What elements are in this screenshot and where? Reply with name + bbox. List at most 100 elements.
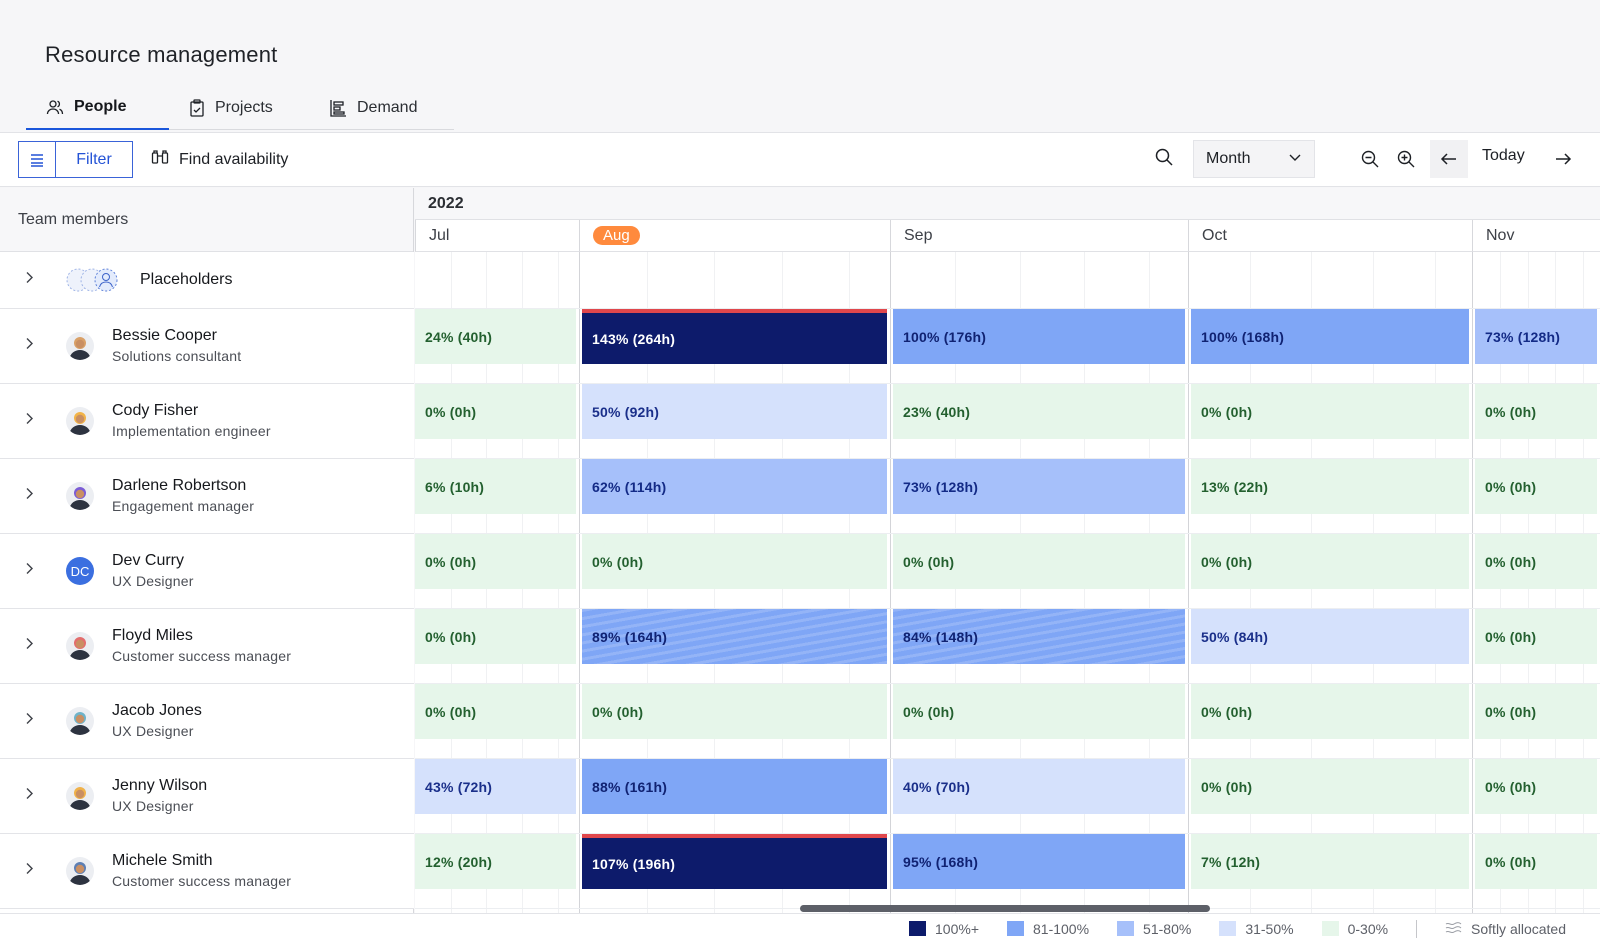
scrollbar-thumb[interactable] — [800, 905, 1210, 912]
today-button[interactable]: Today — [1482, 147, 1525, 164]
team-member-name: Dev Curry — [112, 552, 185, 569]
allocation-cell[interactable]: 0% (0h) — [1191, 759, 1469, 814]
row-divider — [415, 758, 1600, 759]
allocation-cell[interactable]: 73% (128h) — [1475, 309, 1597, 364]
allocation-cell[interactable]: 7% (12h) — [1191, 834, 1469, 889]
team-member-name: Cody Fisher — [112, 402, 199, 419]
toolbar: Filter Find availability Month Today — [0, 132, 1600, 187]
zoom-out-icon[interactable] — [1358, 147, 1382, 171]
chevron-right-icon[interactable] — [22, 412, 36, 431]
month-header-aug: Aug — [579, 220, 890, 252]
avatar — [66, 857, 94, 885]
search-icon[interactable] — [1154, 147, 1178, 171]
chevron-right-icon[interactable] — [22, 337, 36, 356]
allocation-cell[interactable]: 88% (161h) — [582, 759, 887, 814]
allocation-cell[interactable]: 89% (164h) — [582, 609, 887, 664]
allocation-cell[interactable]: 84% (148h) — [893, 609, 1185, 664]
allocation-cell[interactable]: 50% (84h) — [1191, 609, 1469, 664]
allocation-cell[interactable]: 0% (0h) — [1191, 384, 1469, 439]
allocation-cell[interactable]: 100% (168h) — [1191, 309, 1469, 364]
allocation-cell[interactable]: 0% (0h) — [1475, 609, 1597, 664]
tab-projects[interactable]: Projects — [169, 86, 309, 130]
zoom-in-icon[interactable] — [1394, 147, 1418, 171]
allocation-cell[interactable]: 143% (264h) — [582, 309, 887, 364]
legend-swatch — [1321, 921, 1339, 936]
allocation-cell[interactable]: 62% (114h) — [582, 459, 887, 514]
allocation-cell[interactable]: 0% (0h) — [415, 384, 576, 439]
filter-label: Filter — [76, 150, 112, 168]
allocation-cell[interactable]: 0% (0h) — [1475, 384, 1597, 439]
allocation-value: 50% (84h) — [1201, 628, 1269, 645]
team-member-row[interactable]: Cody Fisher Implementation engineer — [0, 384, 414, 459]
team-member-row[interactable]: Bessie Cooper Solutions consultant — [0, 309, 414, 384]
allocation-cell[interactable]: 0% (0h) — [415, 684, 576, 739]
allocation-cell[interactable]: 12% (20h) — [415, 834, 576, 889]
allocation-value: 0% (0h) — [1485, 778, 1537, 795]
allocation-cell[interactable]: 43% (72h) — [415, 759, 576, 814]
allocation-cell[interactable]: 73% (128h) — [893, 459, 1185, 514]
allocation-cell[interactable]: 100% (176h) — [893, 309, 1185, 364]
allocation-cell[interactable]: 50% (92h) — [582, 384, 887, 439]
allocation-cell[interactable]: 0% (0h) — [582, 534, 887, 589]
chevron-right-icon[interactable] — [22, 637, 36, 656]
allocation-cell[interactable]: 0% (0h) — [893, 684, 1185, 739]
allocation-cell[interactable]: 0% (0h) — [893, 534, 1185, 589]
team-member-role: Customer success manager — [112, 873, 292, 889]
find-availability-button[interactable]: Find availability — [151, 141, 288, 178]
arrow-right-icon[interactable] — [1551, 147, 1575, 171]
tab-demand[interactable]: Demand — [309, 86, 437, 130]
placeholders-row[interactable]: Placeholders — [0, 252, 414, 309]
legend-divider — [1416, 919, 1418, 938]
chevron-right-icon[interactable] — [22, 271, 36, 290]
chevron-right-icon[interactable] — [22, 787, 36, 806]
allocation-cell[interactable]: 107% (196h) — [582, 834, 887, 889]
allocation-cell[interactable]: 13% (22h) — [1191, 459, 1469, 514]
allocation-value: 40% (70h) — [903, 778, 971, 795]
allocation-value: 143% (264h) — [592, 330, 676, 347]
allocation-cell[interactable]: 24% (40h) — [415, 309, 576, 364]
allocation-cell[interactable]: 0% (0h) — [415, 609, 576, 664]
current-month-badge: Aug — [593, 226, 640, 245]
team-member-row[interactable]: Jacob Jones UX Designer — [0, 684, 414, 759]
allocation-cell[interactable]: 0% (0h) — [1475, 684, 1597, 739]
allocation-cell[interactable]: 6% (10h) — [415, 459, 576, 514]
chevron-right-icon[interactable] — [22, 712, 36, 731]
allocation-cell[interactable]: 0% (0h) — [1475, 459, 1597, 514]
month-divider — [1188, 252, 1189, 913]
team-member-role: UX Designer — [112, 723, 194, 739]
avatar — [66, 632, 94, 660]
team-member-row[interactable]: Floyd Miles Customer success manager — [0, 609, 414, 684]
tab-people[interactable]: People — [26, 86, 169, 130]
chevron-right-icon[interactable] — [22, 487, 36, 506]
filter-button[interactable]: Filter — [18, 141, 133, 178]
allocation-cell[interactable]: 0% (0h) — [1475, 534, 1597, 589]
month-header-nov: Nov — [1472, 220, 1600, 252]
allocation-cell[interactable]: 0% (0h) — [1475, 834, 1597, 889]
allocation-cell[interactable]: 0% (0h) — [1191, 534, 1469, 589]
allocation-value: 88% (161h) — [592, 778, 668, 795]
horizontal-scrollbar[interactable] — [415, 905, 1600, 913]
chevron-right-icon[interactable] — [22, 562, 36, 581]
team-member-row[interactable]: Darlene Robertson Engagement manager — [0, 459, 414, 534]
team-member-row[interactable]: DC Dev Curry UX Designer — [0, 534, 414, 609]
allocation-cell[interactable]: 0% (0h) — [1191, 684, 1469, 739]
team-member-row[interactable]: Michele Smith Customer success manager — [0, 834, 414, 909]
team-member-row[interactable]: Jenny Wilson UX Designer — [0, 759, 414, 834]
allocation-cell[interactable]: 0% (0h) — [582, 684, 887, 739]
allocation-cell[interactable]: 23% (40h) — [893, 384, 1185, 439]
team-member-info: Cody Fisher Implementation engineer — [112, 401, 271, 441]
allocation-cell[interactable]: 95% (168h) — [893, 834, 1185, 889]
team-member-role: UX Designer — [112, 798, 194, 814]
avatar: DC — [66, 557, 94, 585]
allocation-cell[interactable]: 40% (70h) — [893, 759, 1185, 814]
tab-label: Projects — [215, 99, 273, 116]
period-select[interactable]: Month — [1193, 140, 1315, 178]
allocation-cell[interactable]: 0% (0h) — [1475, 759, 1597, 814]
allocation-value: 0% (0h) — [592, 703, 644, 720]
allocation-value: 0% (0h) — [903, 703, 955, 720]
chevron-right-icon[interactable] — [22, 862, 36, 881]
arrow-left-icon[interactable] — [1430, 140, 1468, 178]
allocation-value: 107% (196h) — [592, 855, 676, 872]
allocation-cell[interactable]: 0% (0h) — [415, 534, 576, 589]
row-divider — [415, 458, 1600, 459]
